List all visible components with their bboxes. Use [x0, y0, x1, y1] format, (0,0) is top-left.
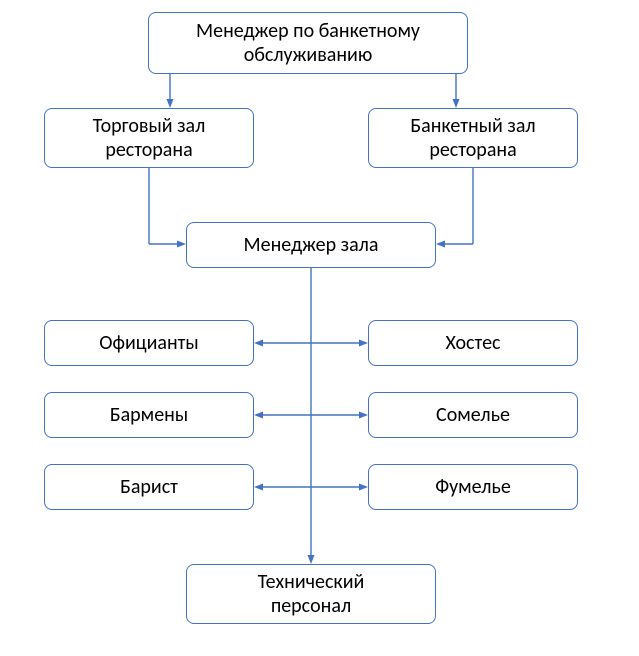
node-barmen: Бармены	[44, 392, 254, 438]
node-label: Торговый зал ресторана	[93, 114, 206, 162]
node-waiters: Официанты	[44, 320, 254, 366]
node-label: Официанты	[99, 331, 199, 355]
org-chart-canvas: Менеджер по банкетному обслуживанию Торг…	[0, 0, 639, 656]
node-label: Менеджер зала	[244, 233, 379, 257]
node-hostess: Хостес	[368, 320, 578, 366]
node-manager-banquet: Менеджер по банкетному обслуживанию	[148, 12, 468, 74]
node-fumelie: Фумелье	[368, 464, 578, 510]
node-banquet-hall: Банкетный зал ресторана	[368, 108, 578, 168]
node-label: Барист	[120, 475, 178, 499]
node-label: Банкетный зал ресторана	[410, 114, 535, 162]
node-label: Хостес	[446, 331, 501, 355]
node-label: Фумелье	[435, 475, 511, 499]
node-sommelier: Сомелье	[368, 392, 578, 438]
node-label: Бармены	[110, 403, 188, 427]
node-label: Технический персонал	[258, 570, 365, 618]
node-label: Менеджер по банкетному обслуживанию	[196, 19, 420, 67]
node-tech-staff: Технический персонал	[186, 564, 436, 624]
node-barist: Барист	[44, 464, 254, 510]
node-hall-manager: Менеджер зала	[186, 222, 436, 268]
node-label: Сомелье	[436, 403, 510, 427]
node-trade-hall: Торговый зал ресторана	[44, 108, 254, 168]
